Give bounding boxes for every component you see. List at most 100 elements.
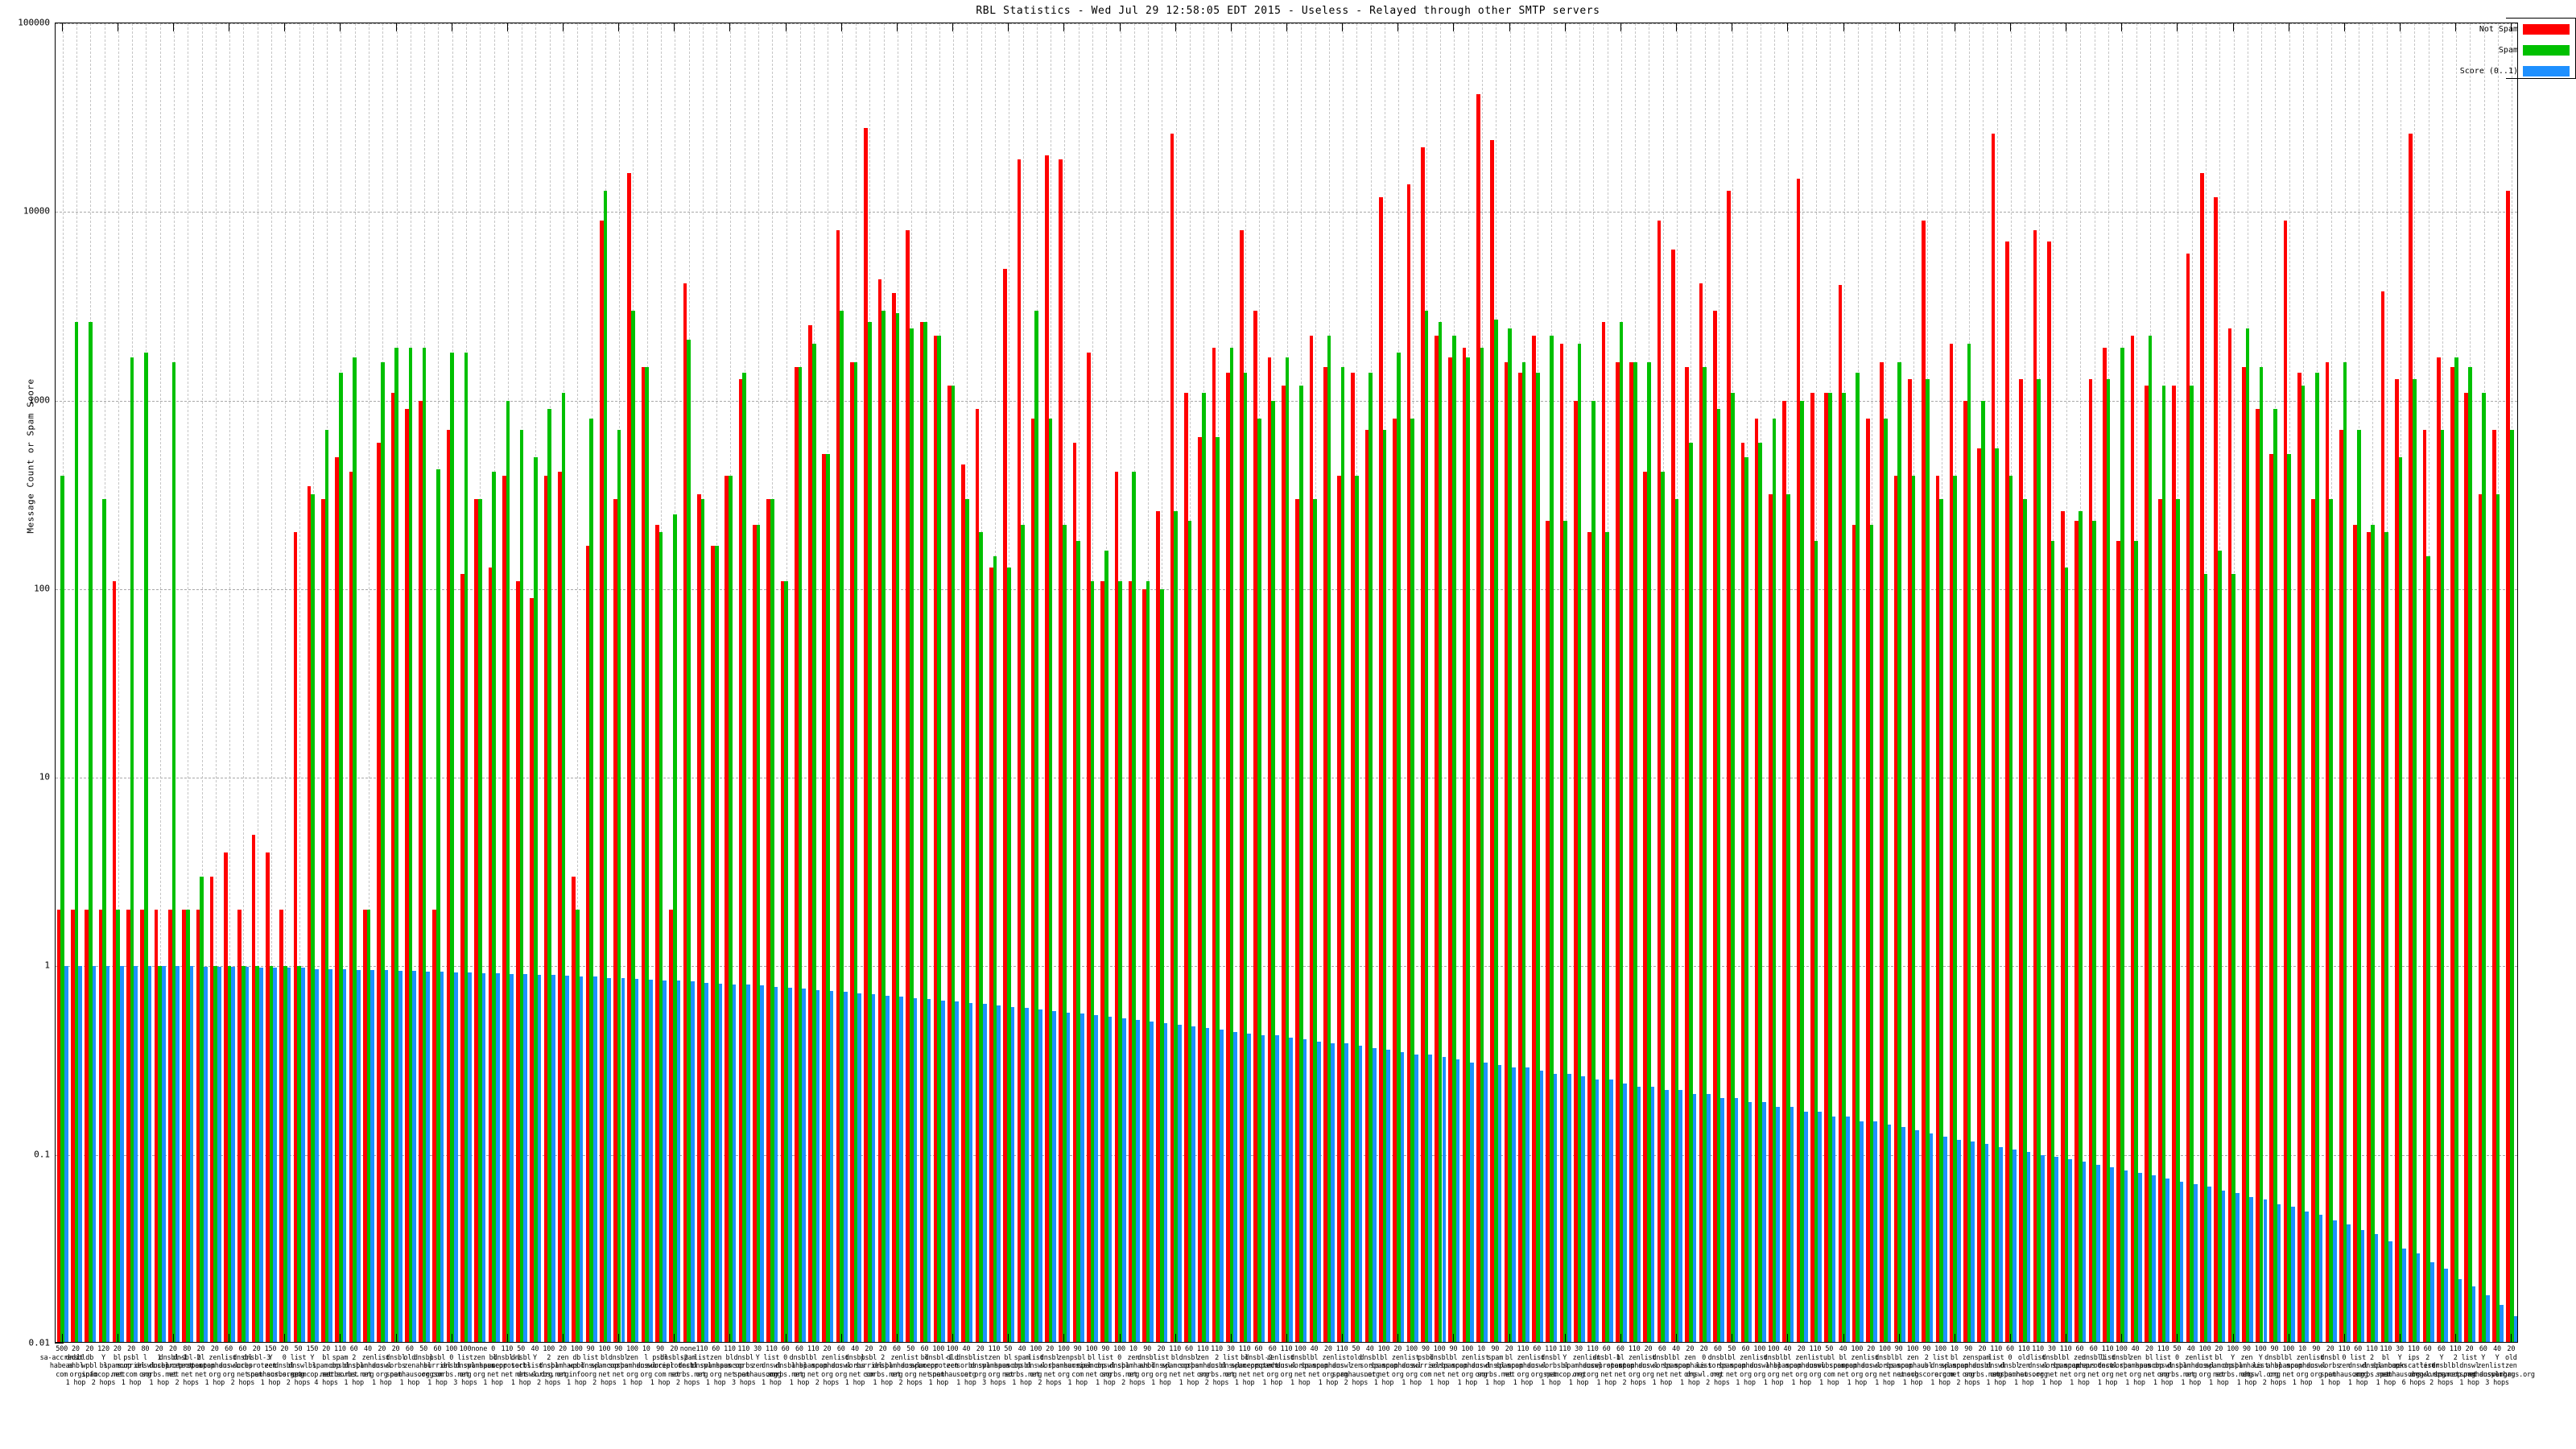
bar-not-spam	[2506, 190, 2510, 1342]
bar-spam	[1048, 419, 1053, 1342]
x-axis-label-line: dnsbl-1	[159, 1353, 188, 1362]
x-axis-label-line: spamcop	[1369, 1362, 1398, 1370]
x-axis-label-line: 30	[1575, 1345, 1583, 1353]
x-axis-label-line: spamhaus	[1563, 1362, 1595, 1370]
x-axis-label-line: Y	[2495, 1353, 2500, 1362]
x-axis-label-line: bl	[113, 1353, 122, 1362]
bar-not-spam	[2311, 499, 2315, 1342]
bar-not-spam	[1462, 348, 1467, 1342]
x-axis-tick-labels: 500 sa-accredit habeas com 20 dnsbl ahbl org 1 h…	[40, 1345, 2535, 1447]
bar-spam	[1132, 471, 1137, 1342]
bar-spam	[2231, 574, 2235, 1342]
bar-spam	[575, 909, 580, 1342]
x-axis-label-line: 1 hop	[483, 1379, 503, 1387]
x-axis-tick-label: 110 list dnswl org	[1806, 1345, 1826, 1379]
x-axis-tick-label: 20 list dnswl org	[970, 1345, 990, 1379]
x-axis-label-line: 1 hop	[1513, 1379, 1534, 1387]
bar-spam	[2037, 378, 2041, 1342]
bar-score	[342, 968, 347, 1342]
y-axis-tick-mark	[55, 1343, 64, 1344]
x-axis-label-line: 20	[670, 1345, 679, 1353]
bar-not-spam	[196, 909, 200, 1342]
bar-score	[2026, 1151, 2031, 1342]
x-axis-label-line: 60	[712, 1345, 720, 1353]
x-axis-label-line: 1 hop	[149, 1379, 169, 1387]
x-axis-bottom-tick	[2232, 1334, 2234, 1343]
x-axis-label-line: dnsbl	[2320, 1353, 2340, 1362]
bar-not-spam	[1699, 283, 1703, 1342]
bar-spam	[2356, 429, 2361, 1342]
x-axis-label-line: dnswl	[1220, 1362, 1241, 1370]
bar-score	[579, 976, 584, 1342]
bar-spam	[631, 310, 635, 1342]
x-axis-label-line: org	[1335, 1370, 1348, 1379]
x-axis-label-line: org	[1030, 1370, 1042, 1379]
x-axis-tick-label: 20 dnsbl ahbl org 1 hop	[66, 1345, 86, 1388]
x-axis-label-line: 1 hop	[705, 1379, 726, 1387]
x-axis-label-line: 100	[570, 1345, 583, 1353]
bar-not-spam	[738, 378, 743, 1342]
x-axis-label-line: org	[2074, 1370, 2086, 1379]
x-axis-label-line: 50	[906, 1345, 915, 1353]
x-axis-label-line: Y	[2231, 1353, 2235, 1362]
x-axis-label-line: 50	[1728, 1345, 1736, 1353]
bar-spam	[784, 581, 788, 1342]
bar-spam	[2120, 348, 2124, 1342]
x-axis-label-line: list	[290, 1353, 307, 1362]
bar-score	[997, 1005, 1001, 1342]
x-axis-label-line: list	[1097, 1353, 1114, 1362]
bar-spam	[144, 352, 148, 1342]
x-axis-label-line: 100	[543, 1345, 555, 1353]
bar-not-spam	[1685, 367, 1689, 1342]
bar-not-spam	[1601, 322, 1606, 1342]
x-axis-label-line: sorbs.net	[2354, 1370, 2390, 1379]
x-axis-tick-label: 10 zen spamhaus org 1 hop	[2286, 1345, 2318, 1388]
bar-score	[1942, 1137, 1947, 1342]
x-axis-label-line: 90	[2242, 1345, 2251, 1353]
x-axis-label-line: spamhaus.org	[2376, 1370, 2424, 1379]
x-axis-label-line: dnswl	[371, 1362, 392, 1370]
x-axis-label-line: dnsbl-2	[660, 1353, 688, 1362]
x-axis-bottom-tick	[1676, 1334, 1678, 1343]
x-axis-label-line: 60	[836, 1345, 845, 1353]
x-axis-label-line: list	[1932, 1353, 1949, 1362]
x-axis-label-line: dnsbl	[1179, 1353, 1199, 1362]
bar-score	[2068, 1158, 2073, 1342]
bar-score	[1734, 1098, 1739, 1342]
x-axis-tick-label: 30 Y zen spamhaus.org	[734, 1345, 782, 1379]
x-axis-bottom-tick	[61, 1334, 63, 1343]
bar-spam	[2496, 493, 2500, 1342]
x-axis-tick-label: 40 bl spamcop net	[1829, 1345, 1857, 1379]
x-axis-top-tick	[952, 23, 954, 31]
bar-not-spam	[543, 475, 548, 1342]
x-axis-tick-label: 60 zen spamhaus org 1 hop	[2064, 1345, 2096, 1388]
bar-not-spam	[98, 909, 103, 1342]
bar-spam	[1884, 419, 1888, 1342]
x-axis-label-line: sorbs.net	[1004, 1370, 1040, 1379]
x-axis-tick-label: 20 bl spamcop net	[104, 1345, 132, 1379]
bar-score	[2165, 1178, 2170, 1342]
x-axis-label-line: 110	[2017, 1345, 2030, 1353]
x-axis-tick-label: 60 dnsbl-2 uceprotect net	[1239, 1345, 1278, 1379]
x-axis-top-tick	[1898, 23, 1900, 31]
x-axis-tick-label: 110 2 dnsbl sorbs.net	[2354, 1345, 2389, 1379]
bar-score	[1720, 1098, 1724, 1342]
x-axis-label-line: 20	[1797, 1345, 1806, 1353]
bar-score	[2444, 1268, 2448, 1342]
bar-spam	[1216, 436, 1220, 1342]
bar-spam	[1034, 310, 1039, 1342]
x-axis-label-line: uceprotect	[654, 1362, 694, 1370]
x-axis-label-line: list	[2308, 1353, 2325, 1362]
bar-spam	[1076, 541, 1080, 1342]
bar-not-spam	[154, 909, 159, 1342]
x-axis-tick-label: 60 Y zen spamhaus.org	[2459, 1345, 2507, 1379]
x-axis-label-line: 60	[920, 1345, 929, 1353]
x-axis-label-line: sorbs	[1179, 1362, 1199, 1370]
bar-spam	[1814, 541, 1818, 1342]
x-axis-label-line: uceprotect	[2074, 1362, 2114, 1370]
bar-score	[1052, 1010, 1057, 1342]
bar-score	[1191, 1026, 1195, 1342]
x-axis-label-line: dnsbl	[1485, 1362, 1505, 1370]
x-axis-label-line: 1 hop	[1680, 1379, 1700, 1387]
x-axis-label-line: org	[2157, 1370, 2169, 1379]
